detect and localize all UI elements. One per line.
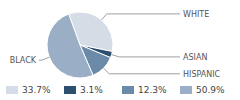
svg-text:BLACK: BLACK — [10, 56, 37, 65]
html-text:12.3%: 12.3% — [138, 85, 167, 95]
html-text:3.1%: 3.1% — [80, 85, 103, 95]
html-text:33.7%: 33.7% — [22, 85, 51, 95]
svg-text:HISPANIC: HISPANIC — [183, 70, 221, 79]
svg-text:WHITE: WHITE — [183, 10, 209, 19]
svg-text:ASIAN: ASIAN — [183, 53, 207, 62]
html-text:50.9%: 50.9% — [196, 85, 225, 95]
